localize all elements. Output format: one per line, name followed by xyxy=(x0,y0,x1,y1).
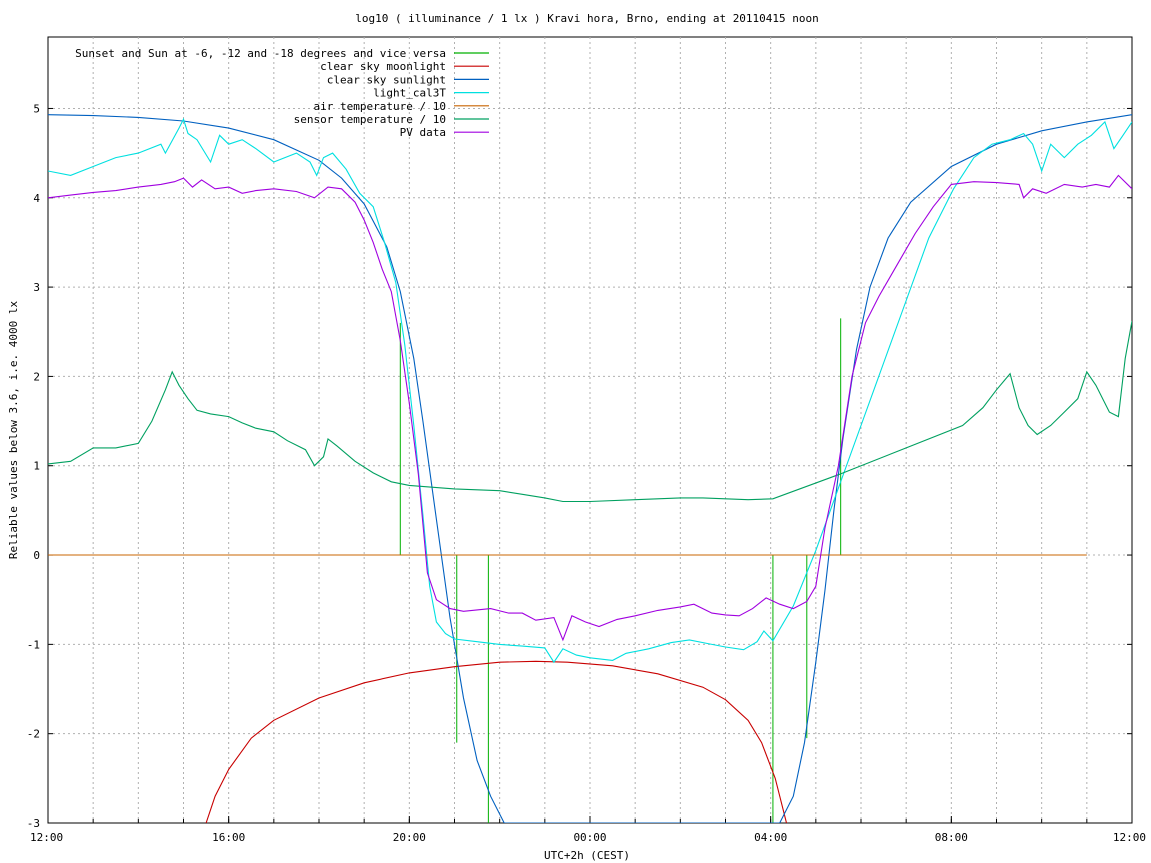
y-tick-label: -3 xyxy=(27,817,40,830)
series-3 xyxy=(48,117,1132,664)
x-tick-label: 04:00 xyxy=(754,831,787,844)
x-axis-label: UTC+2h (CEST) xyxy=(544,849,630,862)
series-layer xyxy=(48,114,1132,823)
series-0 xyxy=(399,318,842,823)
y-tick-label: 0 xyxy=(33,549,40,562)
x-tick-label: 00:00 xyxy=(573,831,606,844)
series-line xyxy=(48,117,1132,664)
legend-label: air temperature / 10 xyxy=(314,100,446,113)
x-tick-label: 20:00 xyxy=(393,831,426,844)
y-tick-label: 3 xyxy=(33,281,40,294)
y-tick-label: 1 xyxy=(33,460,40,473)
y-tick-label: 4 xyxy=(33,192,40,205)
y-tick-label: 5 xyxy=(33,102,40,115)
x-tick-label: 12:00 xyxy=(30,831,63,844)
y-tick-label: -1 xyxy=(27,638,40,651)
y-ticks: -3 -2 -1 0 1 2 3 4 5 xyxy=(27,102,1132,830)
series-5 xyxy=(48,320,1132,503)
x-tick-label: 12:00 xyxy=(1113,831,1146,844)
chart-title: log10 ( illuminance / 1 lx ) Kravi hora,… xyxy=(355,12,819,25)
legend: Sunset and Sun at -6, -12 and -18 degree… xyxy=(75,47,489,139)
x-tick-label: 08:00 xyxy=(935,831,968,844)
series-line xyxy=(205,660,788,823)
y-tick-label: -2 xyxy=(27,728,40,741)
legend-label: PV data xyxy=(400,126,446,139)
series-line xyxy=(48,320,1132,503)
legend-label: Sunset and Sun at -6, -12 and -18 degree… xyxy=(75,47,446,60)
y-axis-label: Reliable values below 3.6, i.e. 4000 lx xyxy=(7,300,20,559)
x-tick-label: 16:00 xyxy=(212,831,245,844)
grid xyxy=(48,37,1132,823)
legend-label: light_cal3T xyxy=(373,87,446,100)
legend-label: sensor temperature / 10 xyxy=(294,113,446,126)
series-2 xyxy=(48,114,1132,823)
series-line xyxy=(48,174,1132,642)
y-tick-label: 2 xyxy=(33,370,40,383)
series-line xyxy=(48,114,1132,823)
series-6 xyxy=(48,174,1132,642)
series-1 xyxy=(205,660,788,823)
legend-label: clear sky sunlight xyxy=(327,73,446,86)
x-ticks: 12:00 16:00 20:00 00:00 04:00 08:00 12:00 xyxy=(30,816,1146,844)
plot-frame xyxy=(47,36,1133,824)
legend-label: clear sky moonlight xyxy=(320,60,446,73)
